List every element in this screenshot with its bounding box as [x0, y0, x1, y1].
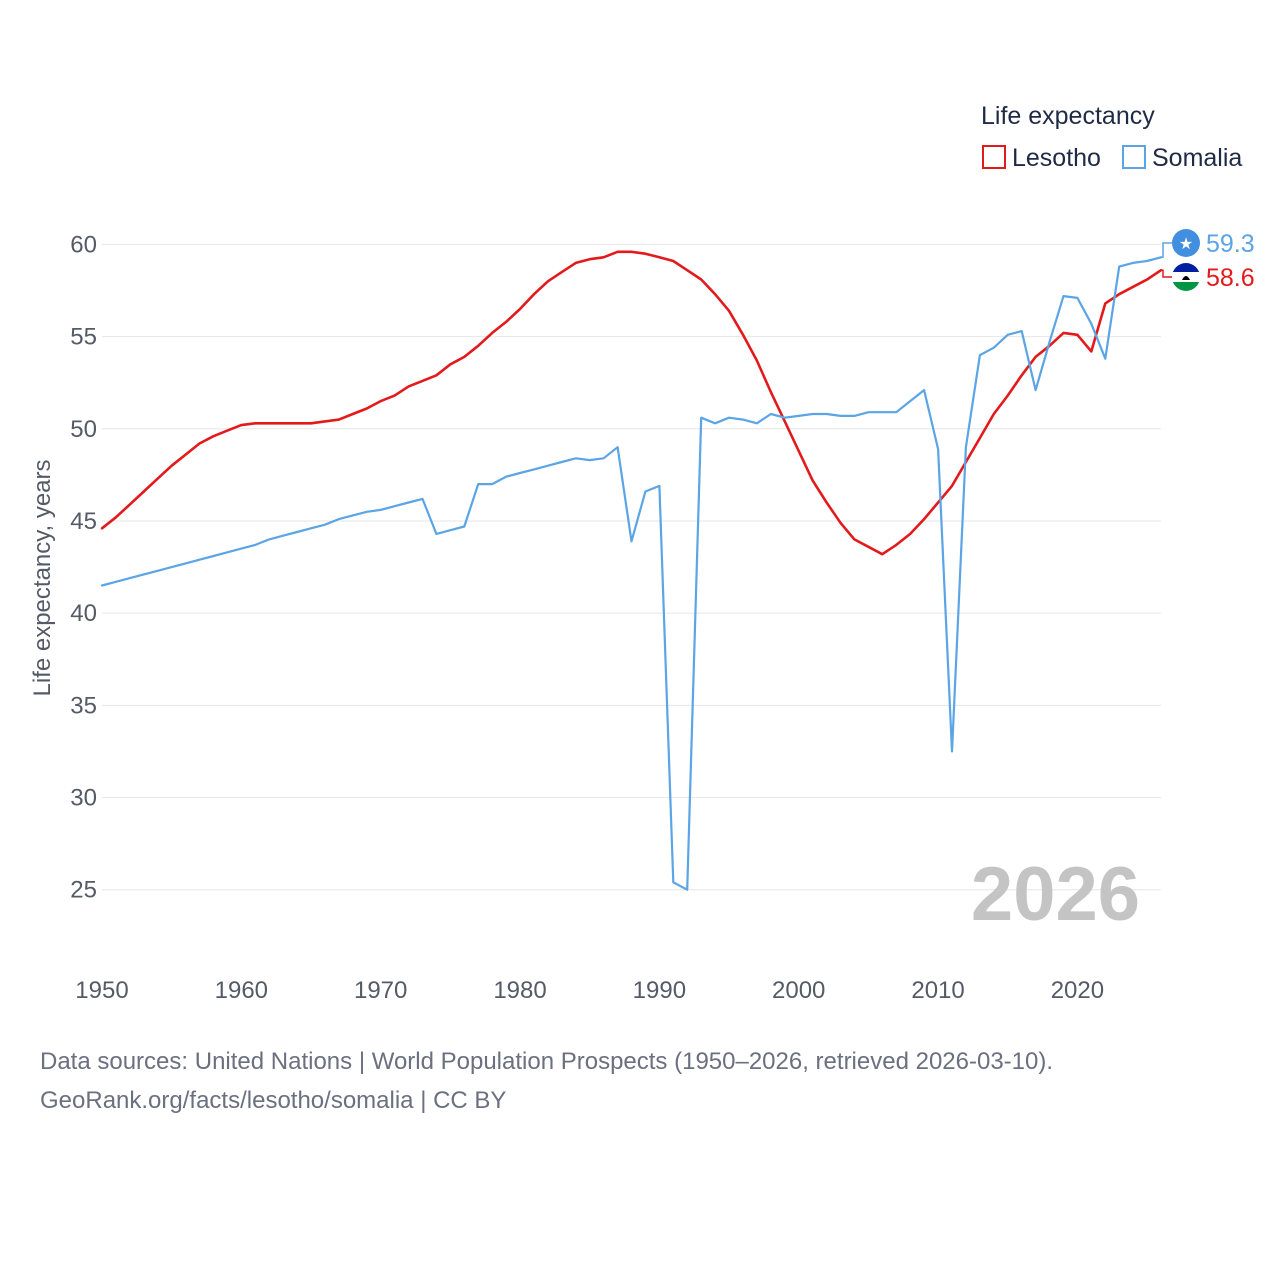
y-tick-label: 40 [70, 600, 97, 627]
legend-item-lesotho[interactable]: Lesotho [982, 144, 1101, 172]
y-axis: 25 30 35 40 45 50 55 60 [70, 231, 97, 903]
source-line: Data sources: United Nations | World Pop… [40, 1048, 1054, 1075]
legend-title: Life expectancy [981, 102, 1155, 130]
y-tick-label: 50 [70, 416, 97, 443]
x-tick-label: 1980 [493, 977, 546, 1004]
legend-item-somalia[interactable]: Somalia [1122, 144, 1242, 172]
year-watermark: 2026 [971, 852, 1140, 937]
line-chart: 25 30 35 40 45 50 55 60 1950 1960 1970 1980 1990 200… [29, 102, 1255, 1004]
x-tick-label: 1960 [215, 977, 268, 1004]
x-tick-label: 2020 [1051, 977, 1104, 1004]
x-tick-label: 1990 [633, 977, 686, 1004]
legend-label-somalia: Somalia [1152, 144, 1242, 172]
end-value-label-lesotho: 58.6 [1206, 264, 1255, 292]
end-connector-lesotho [1161, 269, 1172, 278]
x-tick-label: 2010 [911, 977, 964, 1004]
legend-swatch-somalia [1122, 145, 1146, 169]
y-tick-label: 45 [70, 508, 97, 535]
y-tick-label: 30 [70, 785, 97, 812]
attribution-line: GeoRank.org/facts/lesotho/somalia | CC B… [40, 1087, 507, 1114]
legend-label-lesotho: Lesotho [1012, 144, 1101, 172]
y-tick-label: 35 [70, 692, 97, 719]
grid [102, 243, 1161, 891]
svg-text:★: ★ [1179, 234, 1193, 253]
x-tick-label: 1970 [354, 977, 407, 1004]
x-axis: 1950 1960 1970 1980 1990 2000 2010 2020 [75, 977, 1104, 1004]
x-tick-label: 1950 [75, 977, 128, 1004]
end-value-label-somalia: 59.3 [1206, 230, 1255, 258]
end-connector-somalia [1161, 242, 1172, 259]
legend-swatch-lesotho [982, 145, 1006, 169]
flag-somalia-icon: ★ [1172, 229, 1200, 257]
series-line-somalia [100, 256, 1163, 891]
end-labels: 58.6 ★ 59.3 [1161, 229, 1255, 292]
y-tick-label: 25 [70, 877, 97, 904]
source-note: Data sources: United Nations | World Pop… [40, 1042, 1240, 1120]
y-axis-title: Life expectancy, years [29, 459, 56, 696]
series [100, 250, 1163, 891]
legend: Life expectancy Lesotho Somalia [981, 102, 1242, 172]
x-tick-label: 2000 [772, 977, 825, 1004]
series-line-lesotho [100, 250, 1163, 556]
y-tick-label: 60 [70, 231, 97, 258]
flag-lesotho-icon [1172, 263, 1200, 291]
y-tick-label: 55 [70, 324, 97, 351]
